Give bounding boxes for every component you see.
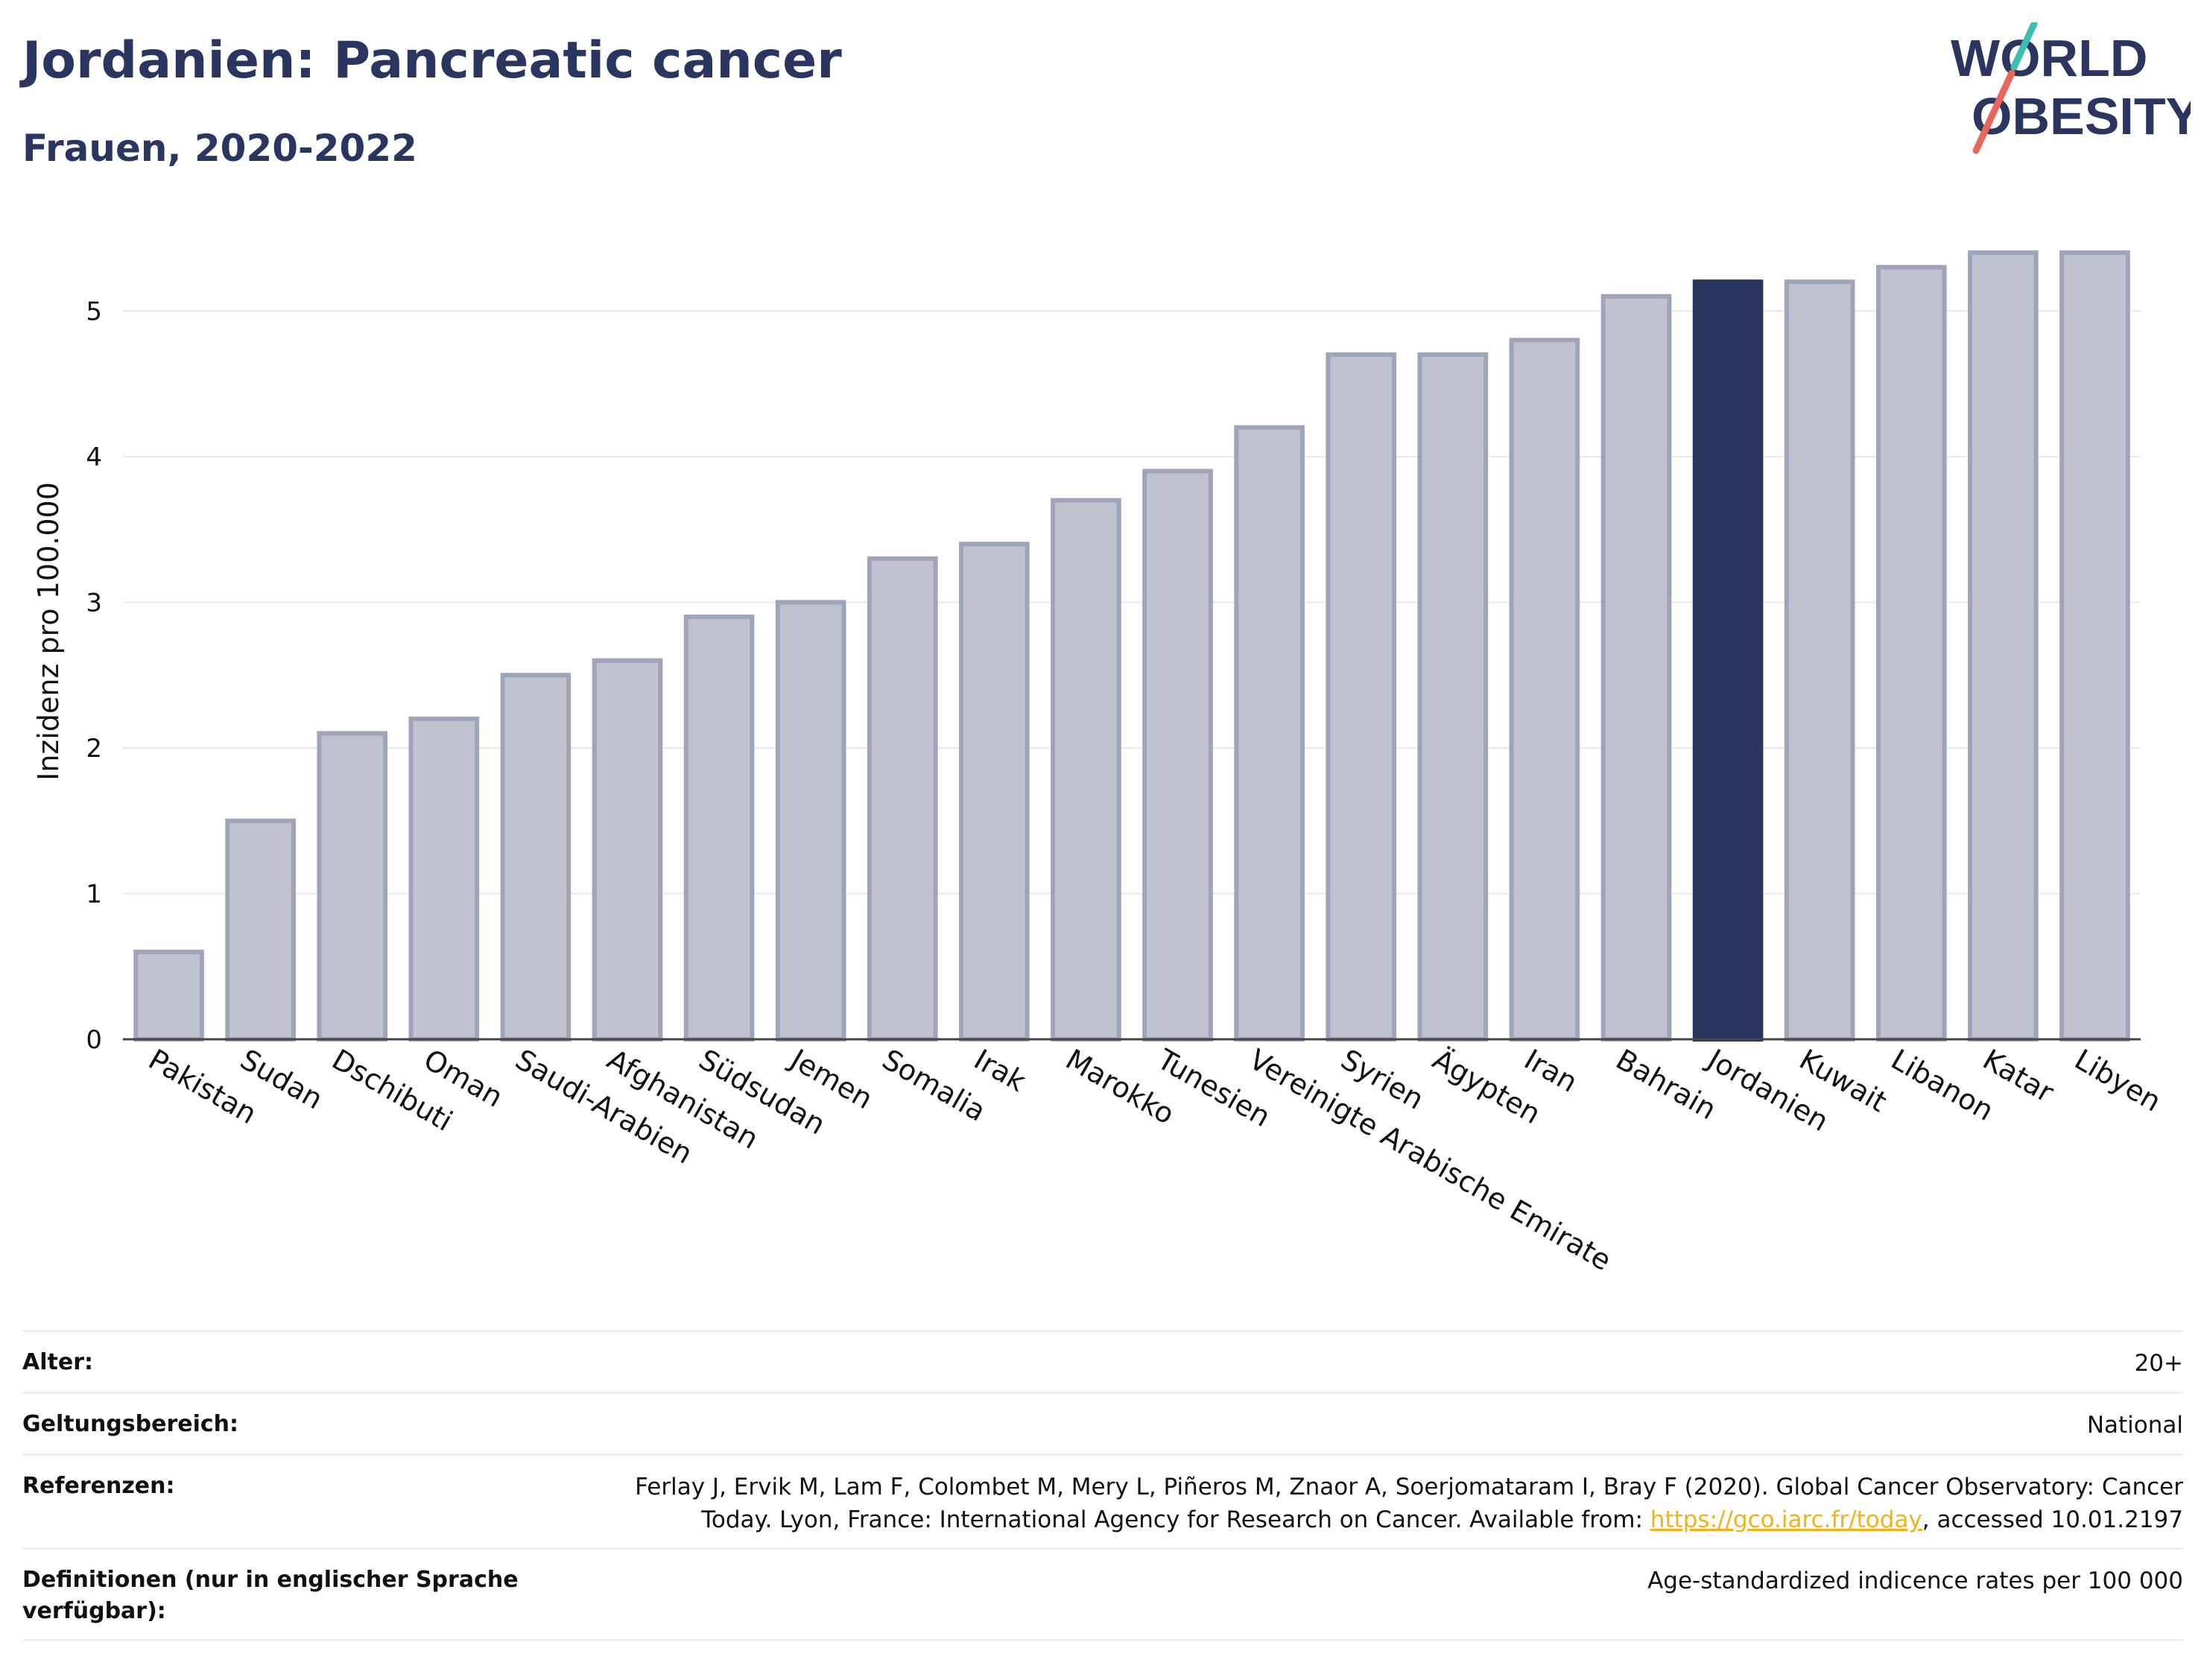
bar	[1509, 337, 1580, 1042]
age-label: Alter:	[22, 1349, 93, 1375]
x-tick-label: Irak	[969, 1043, 1031, 1098]
logo-line-1: WORLD	[1951, 29, 2147, 87]
y-tick-label: 5	[86, 297, 102, 326]
bar	[1142, 469, 1213, 1042]
meta-row-scope: Geltungsbereich: National	[22, 1392, 2183, 1454]
y-tick-label: 3	[86, 588, 102, 618]
references-text: Ferlay J, Ervik M, Lam F, Colombet M, Me…	[635, 1474, 2183, 1533]
references-label: Referenzen:	[22, 1473, 175, 1499]
bar	[1784, 279, 1855, 1042]
logo-slash-red	[1972, 69, 2015, 154]
bar	[867, 556, 938, 1042]
bar	[1968, 250, 2039, 1042]
meta-row-references: Referenzen: Ferlay J, Ervik M, Lam F, Co…	[22, 1454, 2183, 1547]
bar	[408, 716, 480, 1042]
scope-value: National	[2086, 1412, 2183, 1439]
bar	[1600, 294, 1672, 1042]
world-obesity-logo: WORLD OBESITY	[1951, 22, 2191, 154]
page-subtitle: Frauen, 2020-2022	[22, 127, 417, 170]
bar	[1234, 425, 1305, 1042]
y-tick-label: 1	[86, 879, 102, 909]
bar-highlight	[1692, 279, 1764, 1042]
bar	[683, 614, 755, 1042]
scope-label: Geltungsbereich:	[22, 1411, 239, 1437]
bar	[1051, 498, 1121, 1042]
meta-row-age: Alter: 20+	[22, 1330, 2183, 1392]
y-tick-label: 0	[86, 1025, 102, 1055]
meta-row-definitions: Definitionen (nur in englischer Sprache …	[22, 1547, 2183, 1641]
bar	[317, 731, 388, 1042]
x-tick-label: Somalia	[877, 1043, 992, 1128]
page-title: Jordanien: Pancreatic cancer	[22, 31, 842, 90]
x-tick-label: Libyen	[2069, 1043, 2167, 1118]
bar	[225, 818, 296, 1042]
x-tick-label: Bahrain	[1611, 1043, 1722, 1126]
bar	[1875, 264, 1947, 1042]
y-tick-label: 2	[86, 734, 102, 764]
bar	[1326, 352, 1397, 1042]
bar	[1417, 352, 1489, 1042]
bar	[775, 600, 846, 1042]
y-axis-title: Inzidenz pro 100.000	[32, 482, 65, 781]
logo-line-2: OBESITY	[1972, 87, 2191, 145]
references-value: Ferlay J, Ervik M, Lam F, Colombet M, Me…	[581, 1471, 2183, 1536]
bar	[959, 542, 1030, 1042]
references-link[interactable]: https://gco.iarc.fr/today	[1650, 1506, 1922, 1533]
references-accessed: , accessed 10.01.2197	[1922, 1506, 2183, 1533]
bar	[2059, 250, 2130, 1042]
x-tick-label: Iran	[1519, 1043, 1583, 1099]
definitions-label: Definitionen (nur in englischer Sprache …	[22, 1567, 519, 1624]
y-tick-label: 4	[86, 443, 102, 472]
bar	[592, 658, 663, 1042]
age-value: 20+	[2134, 1350, 2183, 1377]
x-tick-label: Libanon	[1886, 1043, 1999, 1127]
metadata-table: Alter: 20+ Geltungsbereich: National Ref…	[22, 1330, 2183, 1641]
bar	[500, 673, 571, 1042]
bar	[133, 949, 204, 1042]
logo-slash-teal	[2010, 22, 2038, 71]
definitions-value: Age-standardized indicence rates per 100…	[1647, 1568, 2183, 1594]
